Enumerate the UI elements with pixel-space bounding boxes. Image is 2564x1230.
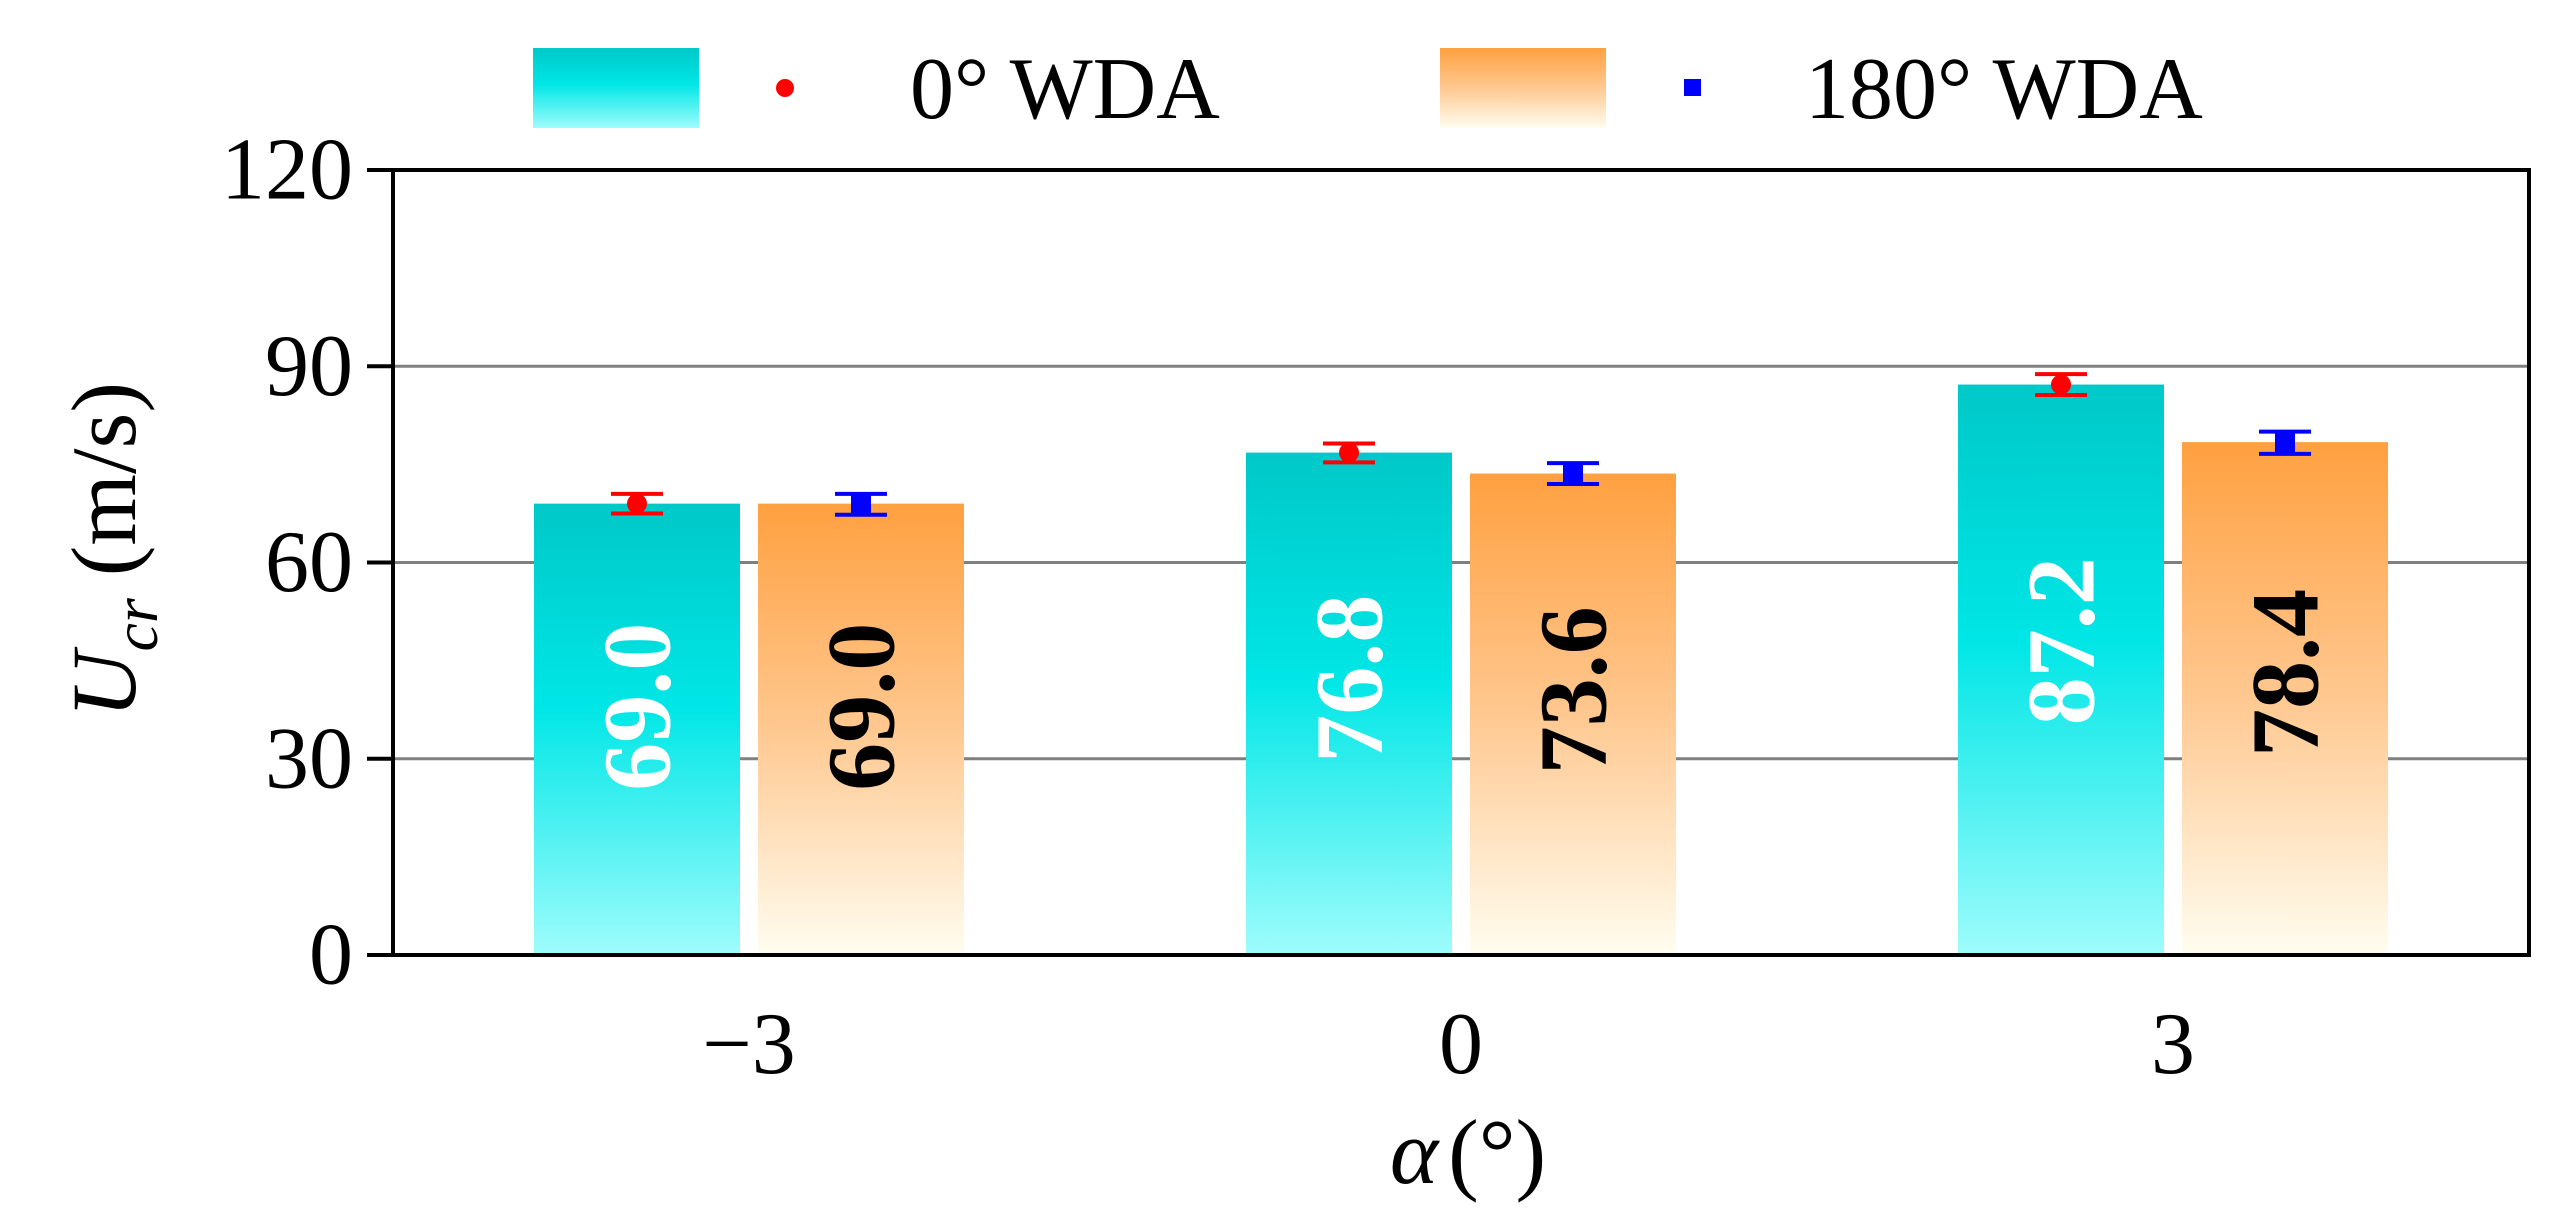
legend-label-series-1: 0° WDA — [910, 41, 1220, 138]
bar-series-2-1 — [1470, 473, 1676, 955]
x-tick-label-1: 0 — [1439, 996, 1483, 1093]
legend-marker-series-1 — [776, 79, 794, 97]
legend-swatch-series-2 — [1440, 48, 1606, 128]
bar-value-label-series-1-0: 69.0 — [584, 623, 691, 791]
marker-series-1-2 — [2051, 374, 2071, 395]
marker-series-1-1 — [1339, 442, 1359, 463]
bar-series-1-0 — [534, 503, 740, 955]
legend-label-series-2: 180° WDA — [1805, 41, 2203, 138]
bar-series-2-0 — [758, 503, 964, 955]
y-tick-label-2: 60 — [265, 514, 353, 611]
y-tick-label-4: 120 — [221, 122, 353, 219]
bar-series-2-2 — [2182, 442, 2388, 956]
y-tick-label-1: 30 — [265, 710, 353, 807]
marker-series-2-1 — [1563, 463, 1583, 484]
bar-series-1-2 — [1958, 384, 2164, 956]
bar-value-label-series-2-1: 73.6 — [1520, 606, 1627, 774]
bar-value-label-series-1-2: 87.2 — [2008, 557, 2115, 725]
marker-series-2-2 — [2275, 432, 2295, 453]
legend-marker-series-2 — [1684, 79, 1701, 96]
bar-series-1-1 — [1246, 452, 1452, 955]
marker-series-1-0 — [627, 493, 647, 514]
bar-value-label-series-1-1: 76.8 — [1296, 595, 1403, 763]
bar-value-label-series-2-0: 69.0 — [808, 623, 915, 791]
marker-series-2-0 — [851, 493, 871, 514]
x-axis-title: α (°) — [1390, 1101, 1546, 1203]
legend: 0° WDA 180° WDA — [533, 41, 2203, 138]
x-tick-label-0: −3 — [702, 996, 796, 1093]
legend-swatch-series-1 — [533, 48, 699, 128]
bar-value-label-series-2-2: 78.4 — [2232, 589, 2339, 757]
y-tick-label-0: 0 — [309, 907, 353, 1004]
y-tick-label-3: 90 — [265, 318, 353, 415]
y-axis-title: Ucr(m/s) — [53, 382, 171, 718]
x-tick-label-2: 3 — [2151, 996, 2195, 1093]
